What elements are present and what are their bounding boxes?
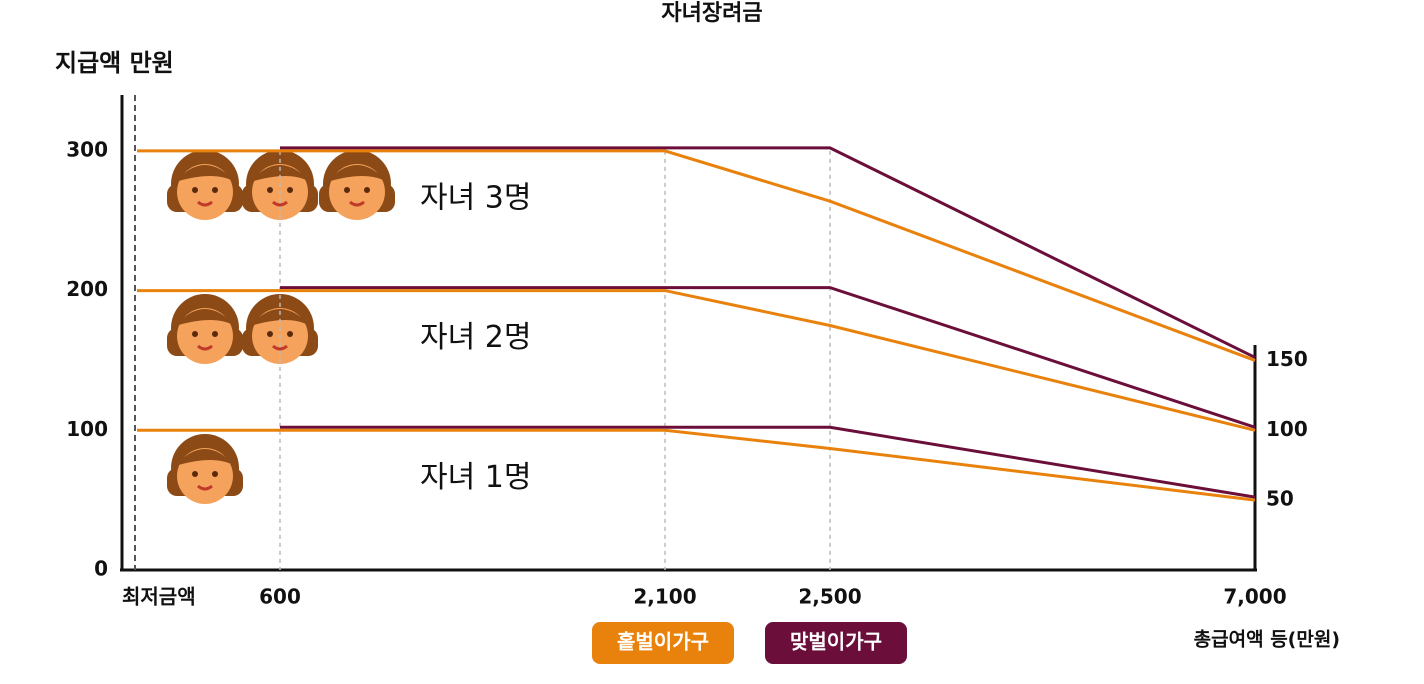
series	[280, 146, 1256, 499]
series	[137, 149, 1256, 502]
legend-swatch	[592, 622, 734, 664]
line	[280, 146, 1256, 359]
x-tick-label: 2,100	[633, 585, 696, 609]
line	[137, 149, 1256, 362]
annotation: 자녀 2명	[420, 320, 531, 355]
annotation: 자녀 1명	[420, 460, 531, 495]
legend-text: 홑벌이가구	[617, 630, 709, 654]
x-tick-label: 2,500	[798, 585, 861, 609]
x-axis-label: 총급여액 등(만원)	[1194, 629, 1340, 651]
y-tick-label: 100	[66, 417, 108, 441]
y-axis-label: 지급액 만원	[55, 49, 174, 77]
y-tick-label: 0	[94, 557, 108, 581]
y-tick-label: 200	[66, 277, 108, 301]
x-tick-label: 600	[259, 585, 301, 609]
y2-tick-label: 150	[1266, 347, 1308, 371]
legend: 홑벌이가구 맞벌이가구	[592, 622, 907, 664]
legend-swatch	[765, 622, 907, 664]
chart-title: 자녀장려금	[661, 1, 762, 26]
y2-tick-label: 100	[1266, 417, 1308, 441]
line	[280, 286, 1256, 429]
legend-text: 맞벌이가구	[790, 630, 882, 654]
line	[137, 289, 1256, 432]
faces	[165, 148, 397, 506]
line	[280, 425, 1256, 499]
x-tick-label: 7,000	[1223, 585, 1286, 609]
annotation: 자녀 3명	[420, 180, 531, 215]
x-tick-label: 최저금액	[122, 585, 196, 609]
y-tick-label: 300	[66, 137, 108, 161]
line	[137, 428, 1256, 502]
y2-tick-label: 50	[1266, 487, 1294, 511]
